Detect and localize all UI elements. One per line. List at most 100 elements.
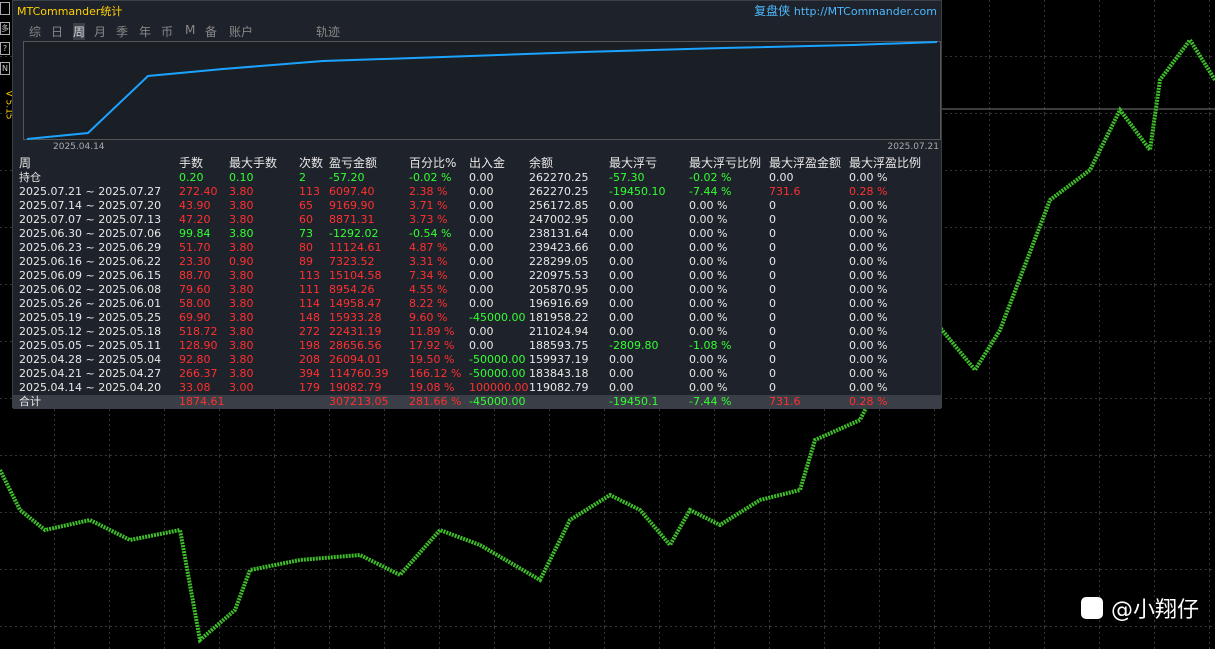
- cell: 100000.00: [469, 381, 529, 394]
- tab[interactable]: 账户: [229, 25, 254, 39]
- row-label: 2025.06.23 ~ 2025.06.29: [19, 241, 162, 254]
- cell: 272: [299, 325, 320, 338]
- cell: 3.80: [229, 353, 254, 366]
- cell: 3.80: [229, 269, 254, 282]
- cell: 0.00 %: [689, 381, 728, 394]
- url[interactable]: http://MTCommander.com: [793, 5, 937, 18]
- cell: 0.00: [469, 213, 494, 226]
- cell: 47.20: [179, 213, 211, 226]
- cell: 2: [299, 171, 306, 184]
- cell: 33.08: [179, 381, 211, 394]
- column-header: 盈亏金额: [329, 156, 378, 170]
- cell: 7323.52: [329, 255, 375, 268]
- cell: 3.00: [229, 381, 254, 394]
- cell: 0.00: [609, 255, 634, 268]
- cell: 3.80: [229, 311, 254, 324]
- tab[interactable]: 综: [29, 25, 42, 39]
- row-label: 合计: [19, 395, 41, 408]
- cell: 23.30: [179, 255, 211, 268]
- cell: 69.90: [179, 311, 211, 324]
- tab[interactable]: 轨迹: [316, 25, 341, 39]
- cell: 0.00 %: [849, 283, 888, 296]
- cell: 128.90: [179, 339, 218, 352]
- column-header: 最大浮亏比例: [689, 156, 762, 170]
- cell: 113: [299, 185, 320, 198]
- cell: 0.00 %: [689, 227, 728, 240]
- cell: 0.00 %: [849, 199, 888, 212]
- cell: 188593.75: [529, 339, 589, 352]
- cell: 111: [299, 283, 320, 296]
- cell: 0.00 %: [849, 353, 888, 366]
- cell: 731.6: [769, 395, 801, 408]
- tab[interactable]: 备: [205, 25, 218, 39]
- cell: 0.00: [469, 185, 494, 198]
- side-button[interactable]: [0, 2, 10, 15]
- cell: -57.30: [609, 171, 645, 184]
- brand[interactable]: 复盘侠 http://MTCommander.com: [754, 2, 937, 19]
- tab[interactable]: 日: [51, 25, 64, 39]
- row-label: 2025.04.28 ~ 2025.05.04: [19, 353, 162, 366]
- column-header: 最大手数: [229, 156, 278, 170]
- cell: 0: [769, 255, 776, 268]
- cell: 0.00: [609, 381, 634, 394]
- cell: 198: [299, 339, 320, 352]
- stats-panel: MTCommander统计 复盘侠 http://MTCommander.com…: [12, 0, 942, 409]
- cell: 8.22 %: [409, 297, 448, 310]
- cell: 0.00: [609, 325, 634, 338]
- cell: 0.00 %: [689, 367, 728, 380]
- column-header: 手数: [179, 156, 204, 170]
- tab[interactable]: 月: [94, 25, 107, 39]
- side-button[interactable]: ?: [0, 42, 10, 55]
- side-button[interactable]: 多: [0, 22, 10, 35]
- cell: 0.00: [469, 241, 494, 254]
- row-label: 2025.05.05 ~ 2025.05.11: [19, 339, 162, 352]
- cell: -0.54 %: [409, 227, 452, 240]
- equity-chart: 2025.04.14 2025.07.21: [23, 41, 941, 151]
- cell: 17.92 %: [409, 339, 455, 352]
- cell: 0.00 %: [849, 241, 888, 254]
- tab[interactable]: M: [185, 23, 196, 37]
- side-button[interactable]: N: [0, 62, 10, 75]
- tab[interactable]: 周: [73, 23, 86, 40]
- cell: 43.90: [179, 199, 211, 212]
- tab[interactable]: 币: [161, 25, 174, 39]
- column-header: 百分比%: [409, 156, 457, 170]
- cell: 114760.39: [329, 367, 389, 380]
- column-header: 出入金: [469, 156, 506, 170]
- cell: 159937.19: [529, 353, 589, 366]
- tab[interactable]: 年: [139, 25, 152, 39]
- cell: 113: [299, 269, 320, 282]
- candles: [0, 36, 1215, 644]
- cell: 228299.05: [529, 255, 589, 268]
- cell: -45000.00: [469, 311, 526, 324]
- cell: -0.02 %: [409, 171, 452, 184]
- row-label: 2025.04.21 ~ 2025.04.27: [19, 367, 162, 380]
- cell: 262270.25: [529, 171, 589, 184]
- cell: 0.00: [609, 199, 634, 212]
- row-label: 2025.05.26 ~ 2025.06.01: [19, 297, 162, 310]
- cell: 272.40: [179, 185, 218, 198]
- panel-title: MTCommander统计: [17, 5, 123, 18]
- cell: 179: [299, 381, 320, 394]
- cell: 0.00 %: [689, 269, 728, 282]
- cell: 0: [769, 353, 776, 366]
- cell: 4.55 %: [409, 283, 448, 296]
- row-label: 2025.05.12 ~ 2025.05.18: [19, 325, 162, 338]
- cell: -7.44 %: [689, 185, 732, 198]
- tab[interactable]: 季: [116, 25, 129, 39]
- cell: 262270.25: [529, 185, 589, 198]
- cell: 0.00: [469, 255, 494, 268]
- cell: 3.80: [229, 297, 254, 310]
- cell: 0: [769, 213, 776, 226]
- row-label: 2025.06.16 ~ 2025.06.22: [19, 255, 162, 268]
- cell: 0: [769, 325, 776, 338]
- cell: 181958.22: [529, 311, 589, 324]
- cell: 3.80: [229, 199, 254, 212]
- cell: 0.00: [469, 339, 494, 352]
- cell: 3.71 %: [409, 199, 448, 212]
- cell: 0.00 %: [849, 367, 888, 380]
- cell: 3.80: [229, 241, 254, 254]
- cell: -1292.02: [329, 227, 379, 240]
- cell: 119082.79: [529, 381, 589, 394]
- cell: 0.00: [469, 325, 494, 338]
